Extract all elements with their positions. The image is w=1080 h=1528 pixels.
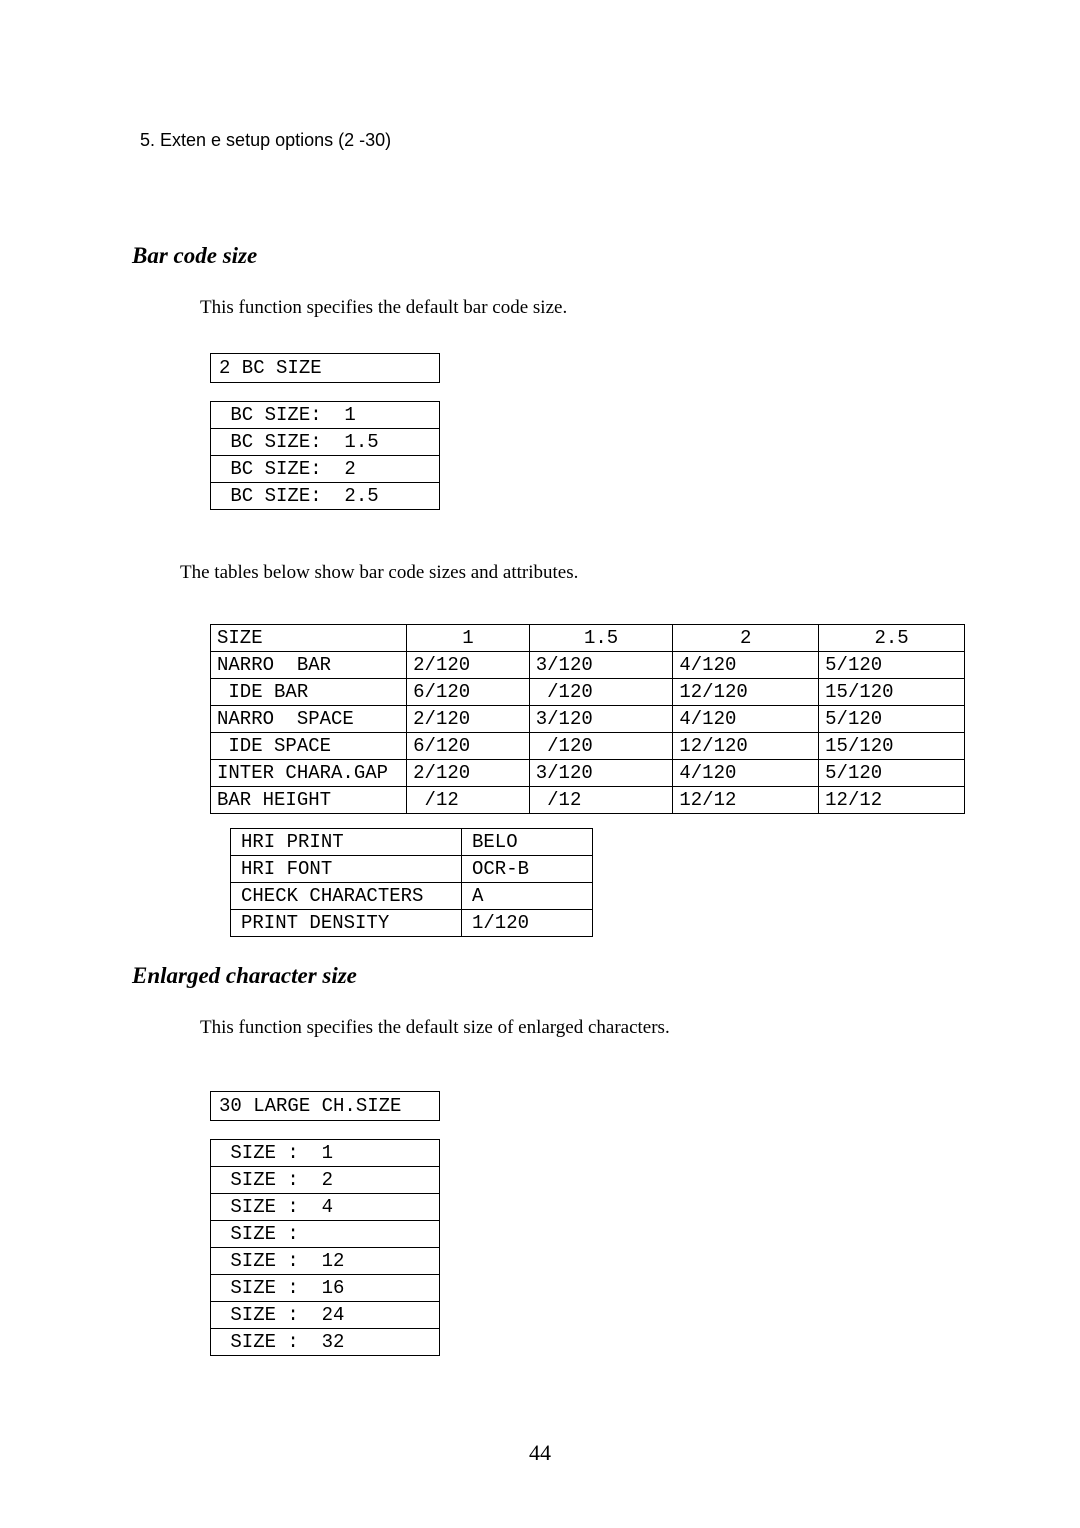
enlarged-option-row: SIZE : bbox=[211, 1221, 440, 1248]
enlarged-option-row: SIZE : 12 bbox=[211, 1248, 440, 1275]
main-table-cell: 15/120 bbox=[819, 679, 965, 706]
enlarged-option-row: SIZE : 4 bbox=[211, 1194, 440, 1221]
main-table-cell: NARRO BAR bbox=[211, 652, 407, 679]
attr-table-value: 1/120 bbox=[462, 910, 593, 937]
main-table-header-cell: 1 bbox=[407, 625, 530, 652]
main-table-cell: 2/120 bbox=[407, 706, 530, 733]
main-table-cell: 3/120 bbox=[529, 760, 673, 787]
main-table-cell: IDE BAR bbox=[211, 679, 407, 706]
barcode-desc: This function specifies the default bar … bbox=[200, 297, 965, 319]
attr-table-value: BELO bbox=[462, 829, 593, 856]
barcode-attr-table: HRI PRINTBELOHRI FONTOCR-BCHECK CHARACTE… bbox=[230, 828, 593, 937]
main-table-cell: 4/120 bbox=[673, 760, 819, 787]
barcode-option-row: BC SIZE: 1 bbox=[211, 402, 440, 429]
main-table-cell: /120 bbox=[529, 679, 673, 706]
page-number: 44 bbox=[0, 1440, 1080, 1466]
main-table-cell: IDE SPACE bbox=[211, 733, 407, 760]
main-table-cell: 6/120 bbox=[407, 733, 530, 760]
barcode-option-header: 2 BC SIZE bbox=[210, 353, 440, 383]
main-table-cell: 6/120 bbox=[407, 679, 530, 706]
barcode-option-row: BC SIZE: 2.5 bbox=[211, 483, 440, 510]
main-table-cell: /12 bbox=[529, 787, 673, 814]
enlarged-option-row: SIZE : 32 bbox=[211, 1329, 440, 1356]
attr-table-label: CHECK CHARACTERS bbox=[231, 883, 462, 910]
main-table-cell: 3/120 bbox=[529, 706, 673, 733]
attr-table-label: PRINT DENSITY bbox=[231, 910, 462, 937]
main-table-cell: NARRO SPACE bbox=[211, 706, 407, 733]
main-table-cell: 5/120 bbox=[819, 760, 965, 787]
enlarged-option-header: 30 LARGE CH.SIZE bbox=[210, 1091, 440, 1121]
main-table-cell: 5/120 bbox=[819, 652, 965, 679]
main-table-cell: /120 bbox=[529, 733, 673, 760]
main-table-cell: 3/120 bbox=[529, 652, 673, 679]
attr-table-label: HRI PRINT bbox=[231, 829, 462, 856]
main-table-header-cell: 2 bbox=[673, 625, 819, 652]
main-table-cell: /12 bbox=[407, 787, 530, 814]
main-table-cell: 2/120 bbox=[407, 760, 530, 787]
main-table-cell: 5/120 bbox=[819, 706, 965, 733]
main-table-cell: 12/120 bbox=[673, 679, 819, 706]
main-table-cell: 4/120 bbox=[673, 706, 819, 733]
main-table-header-cell: 2.5 bbox=[819, 625, 965, 652]
section-title-enlarged: Enlarged character size bbox=[132, 963, 965, 989]
main-table-cell: BAR HEIGHT bbox=[211, 787, 407, 814]
main-table-cell: 12/12 bbox=[819, 787, 965, 814]
enlarged-option-row: SIZE : 2 bbox=[211, 1167, 440, 1194]
barcode-option-row: BC SIZE: 2 bbox=[211, 456, 440, 483]
main-table-header-cell: 1.5 bbox=[529, 625, 673, 652]
barcode-option-table: BC SIZE: 1 BC SIZE: 1.5 BC SIZE: 2 BC SI… bbox=[210, 401, 440, 510]
barcode-option-row: BC SIZE: 1.5 bbox=[211, 429, 440, 456]
section-title-barcode: Bar code size bbox=[132, 243, 965, 269]
attr-table-label: HRI FONT bbox=[231, 856, 462, 883]
chapter-heading: 5. Exten e setup options (2 -30) bbox=[140, 130, 965, 151]
enlarged-option-row: SIZE : 16 bbox=[211, 1275, 440, 1302]
attr-table-value: OCR-B bbox=[462, 856, 593, 883]
main-table-cell: 15/120 bbox=[819, 733, 965, 760]
enlarged-option-row: SIZE : 1 bbox=[211, 1140, 440, 1167]
enlarged-desc: This function specifies the default size… bbox=[200, 1017, 965, 1039]
enlarged-option-table: SIZE : 1 SIZE : 2 SIZE : 4 SIZE : SIZE :… bbox=[210, 1139, 440, 1356]
main-table-cell: INTER CHARA.GAP bbox=[211, 760, 407, 787]
main-table-header-cell: SIZE bbox=[211, 625, 407, 652]
attr-table-value: A bbox=[462, 883, 593, 910]
barcode-main-table: SIZE11.522.5NARRO BAR2/1203/1204/1205/12… bbox=[210, 624, 965, 814]
main-table-cell: 4/120 bbox=[673, 652, 819, 679]
main-table-cell: 2/120 bbox=[407, 652, 530, 679]
enlarged-option-row: SIZE : 24 bbox=[211, 1302, 440, 1329]
tables-desc: The tables below show bar code sizes and… bbox=[180, 562, 965, 584]
main-table-cell: 12/12 bbox=[673, 787, 819, 814]
main-table-cell: 12/120 bbox=[673, 733, 819, 760]
